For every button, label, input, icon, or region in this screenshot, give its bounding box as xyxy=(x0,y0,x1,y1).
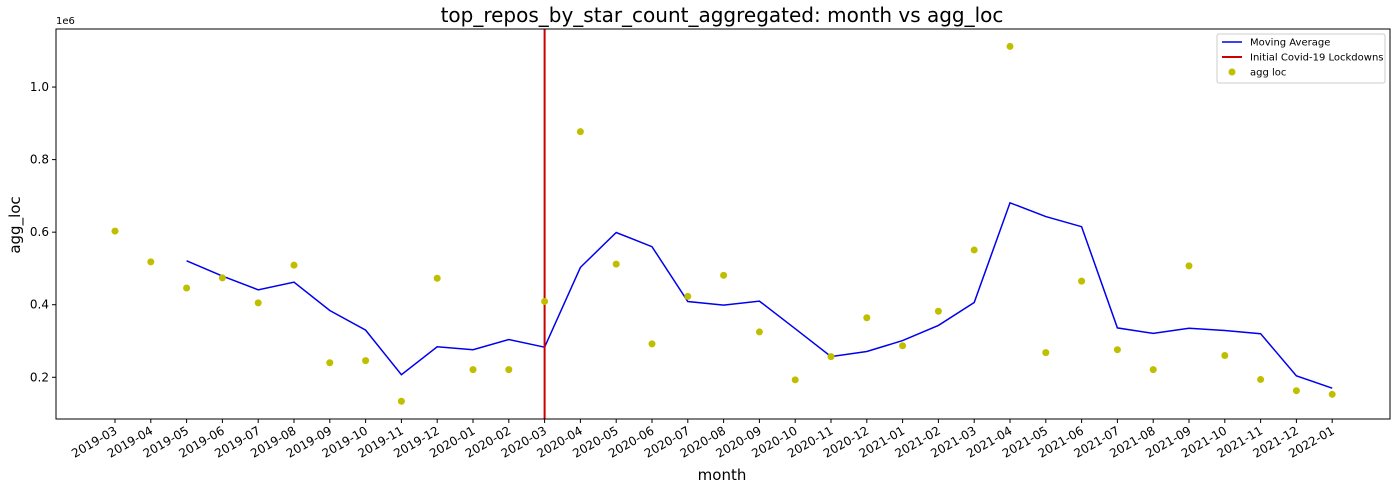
scatter-point-agg-loc xyxy=(1292,387,1300,395)
scatter-point-agg-loc xyxy=(648,340,656,348)
scatter-point-agg-loc xyxy=(899,342,907,350)
scatter-point-agg-loc xyxy=(1042,349,1050,357)
series-line-moving-average xyxy=(186,201,1333,389)
scatter-point-agg-loc xyxy=(1221,352,1229,360)
scatter-point-agg-loc xyxy=(218,274,226,282)
legend: Moving Average Initial Covid-19 Lockdown… xyxy=(1216,33,1386,84)
scatter-point-agg-loc xyxy=(290,261,298,269)
scatter-point-agg-loc xyxy=(111,227,119,235)
y-tick-label: 0.6 xyxy=(30,225,49,239)
y-tick-label: 1.0 xyxy=(30,80,49,94)
legend-label-moving-average: Moving Average xyxy=(1250,38,1330,49)
y-tick-label: 0.8 xyxy=(30,153,49,167)
scatter-point-agg-loc xyxy=(254,299,262,307)
legend-marker-agg-loc xyxy=(1228,68,1236,76)
scatter-point-agg-loc xyxy=(362,357,370,365)
y-tick-label: 0.4 xyxy=(30,298,49,312)
scatter-point-agg-loc xyxy=(1257,375,1265,383)
scatter-point-agg-loc xyxy=(934,307,942,315)
plot-area: 2019-032019-042019-052019-062019-072019-… xyxy=(30,29,1337,461)
scatter-point-agg-loc xyxy=(1328,390,1336,398)
scatter-point-agg-loc xyxy=(863,314,871,322)
scatter-point-agg-loc xyxy=(827,353,835,361)
scatter-point-agg-loc xyxy=(576,128,584,136)
scatter-point-agg-loc xyxy=(1113,346,1121,354)
y-axis-label: agg_loc xyxy=(6,196,25,253)
y-offset-label: 1e6 xyxy=(56,16,75,27)
legend-label-covid: Initial Covid-19 Lockdowns xyxy=(1250,53,1384,64)
scatter-point-agg-loc xyxy=(397,397,405,405)
scatter-point-agg-loc xyxy=(791,376,799,384)
scatter-point-agg-loc xyxy=(1185,262,1193,270)
scatter-point-agg-loc xyxy=(541,297,549,305)
legend-box xyxy=(1216,33,1386,84)
legend-label-agg-loc: agg loc xyxy=(1250,68,1286,79)
scatter-point-agg-loc xyxy=(1006,42,1014,50)
scatter-point-agg-loc xyxy=(755,328,763,336)
scatter-point-agg-loc xyxy=(147,258,155,266)
y-tick-label: 0.2 xyxy=(30,370,49,384)
x-axis-label: month xyxy=(698,466,747,484)
scatter-point-agg-loc xyxy=(720,271,728,279)
scatter-point-agg-loc xyxy=(684,292,692,300)
scatter-point-agg-loc xyxy=(183,284,191,292)
scatter-point-agg-loc xyxy=(612,260,620,268)
scatter-point-agg-loc xyxy=(1078,277,1086,285)
chart-title: top_repos_by_star_count_aggregated: mont… xyxy=(441,3,1004,27)
plot-frame xyxy=(55,28,1391,420)
scatter-point-agg-loc xyxy=(970,246,978,254)
scatter-point-agg-loc xyxy=(1149,366,1157,374)
scatter-point-agg-loc xyxy=(326,359,334,367)
scatter-point-agg-loc xyxy=(433,274,441,282)
scatter-point-agg-loc xyxy=(469,366,477,374)
scatter-point-agg-loc xyxy=(505,366,513,374)
